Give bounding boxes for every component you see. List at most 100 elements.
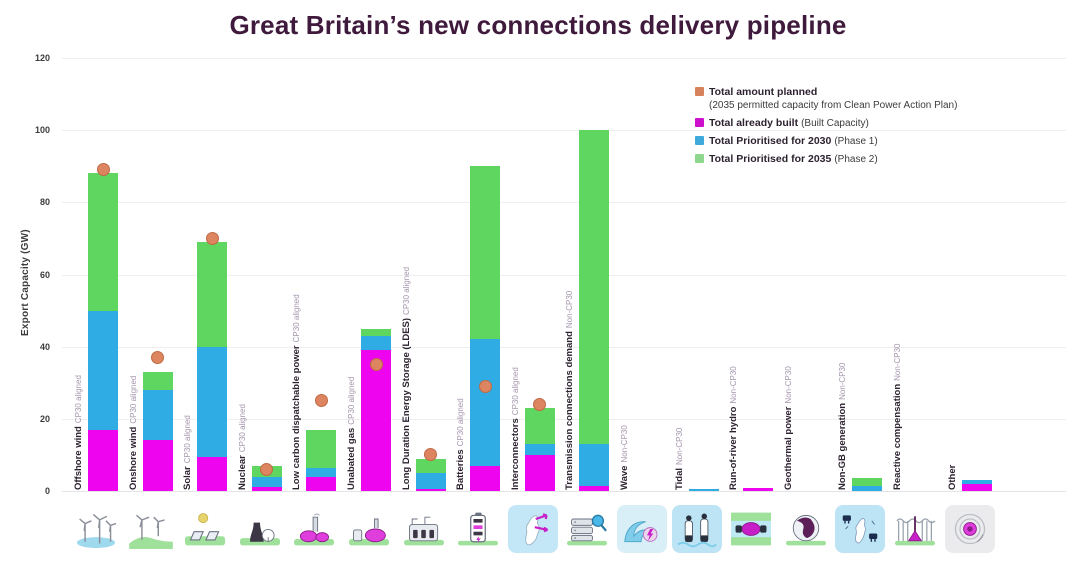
category-name: Offshore wind <box>73 426 84 490</box>
category-suffix: CP30 aligned <box>510 367 520 416</box>
category-suffix: CP30 aligned <box>347 376 356 425</box>
legend-sublabel: (Built Capacity) <box>801 118 869 129</box>
tidal-icon <box>671 505 722 553</box>
category-label: Tidal Non-CP30 <box>674 428 685 490</box>
category-name: Other <box>946 464 958 490</box>
bar-segment-prioritised-2030 <box>197 346 228 457</box>
bar-segment-prioritised-2030 <box>306 467 337 477</box>
bar-segment-built <box>579 485 610 491</box>
y-axis-label: Export Capacity (GW) <box>20 229 31 336</box>
gridline <box>62 274 1066 276</box>
y-tick-label: 60 <box>39 269 50 280</box>
category-name: Low carbon dispatchable power <box>291 345 303 490</box>
category-suffix: Non-CP30 <box>783 366 793 404</box>
bar-segment-prioritised-2035 <box>579 130 610 445</box>
bar-segment-prioritised-2030 <box>470 339 501 466</box>
bar-segment-prioritised-2035 <box>306 429 337 468</box>
category-name: Tidal <box>673 468 685 490</box>
planned-amount-dot <box>314 394 328 408</box>
nuclear-icon <box>234 505 285 553</box>
category-name: Nuclear <box>236 455 248 490</box>
category-name: Onshore wind <box>127 426 139 490</box>
legend-label: Total Prioritised for 2030 <box>709 135 832 147</box>
geothermal-icon <box>780 505 831 553</box>
y-tick-label: 100 <box>34 125 50 136</box>
legend-label: Total already built <box>709 117 799 129</box>
category-suffix: CP30 aligned <box>128 375 138 424</box>
bar-segment-built <box>142 440 173 491</box>
gridline <box>62 202 1066 204</box>
legend-item: Total Prioritised for 2035 (Phase 2) <box>695 151 1025 166</box>
bar-segment-built <box>197 456 228 491</box>
bar-segment-built <box>415 489 446 491</box>
y-tick-label: 40 <box>39 341 50 352</box>
bar-segment-built <box>88 429 118 491</box>
category-label: Nuclear CP30 aligned <box>237 404 248 490</box>
category-label: Interconnectors CP30 aligned <box>510 367 521 490</box>
planned-amount-dot <box>478 379 492 393</box>
category-suffix: Non-CP30 <box>838 362 848 400</box>
bar-segment-built <box>524 454 555 491</box>
category-label: Wave Non-CP30 <box>619 425 630 490</box>
onshore-wind-icon <box>125 505 176 553</box>
legend-item: Total amount planned (2035 permitted capa… <box>695 84 1025 112</box>
bar-segment-built <box>961 483 992 491</box>
bar-segment-prioritised-2035 <box>142 371 173 390</box>
bar-segment-prioritised-2035 <box>88 173 118 311</box>
gas-plant-icon <box>344 505 394 553</box>
category-label: Transmission connections demand Non-CP30 <box>564 291 575 490</box>
bar-segment-prioritised-2030 <box>415 472 446 490</box>
planned-amount-dot <box>96 163 110 177</box>
category-label: Low carbon dispatchable power CP30 aligne… <box>291 294 302 490</box>
gridline <box>62 491 1066 492</box>
bar-segment-built <box>251 487 282 491</box>
interconnectors-icon <box>507 505 558 553</box>
category-label: Batteries CP30 aligned <box>455 398 466 490</box>
solar-icon <box>180 505 231 553</box>
bar-segment-prioritised-2030 <box>688 489 719 491</box>
category-label: Reactive compensation Non-CP30 <box>892 344 903 490</box>
category-suffix: Non-CP30 <box>620 425 629 463</box>
category-suffix: CP30 aligned <box>74 375 83 424</box>
category-name: Solar <box>182 466 194 490</box>
planned-amount-dot <box>260 462 274 476</box>
bar-segment-built <box>743 488 774 491</box>
category-suffix: CP30 aligned <box>292 294 302 343</box>
legend-swatch <box>695 136 704 145</box>
category-suffix: Non-CP30 <box>893 343 902 381</box>
category-label: Other <box>947 465 958 490</box>
category-name: Batteries <box>455 449 467 490</box>
category-name: Unabated gas <box>346 427 357 490</box>
category-name: Non-GB generation <box>837 402 849 490</box>
legend-item: Total Prioritised for 2030 (Phase 1) <box>695 133 1025 148</box>
legend-swatch <box>695 154 704 163</box>
bar-segment-prioritised-2030 <box>361 335 391 351</box>
y-tick-label: 20 <box>39 413 50 424</box>
category-label: Offshore wind CP30 aligned <box>73 375 84 490</box>
gridline <box>62 418 1066 420</box>
bar-segment-prioritised-2030 <box>961 480 992 484</box>
battery-icon <box>453 505 504 553</box>
category-suffix: Non-CP30 <box>729 366 739 404</box>
legend-sublabel: (Phase 1) <box>834 136 878 147</box>
non-gb-generation-icon <box>835 505 886 553</box>
bar-segment-prioritised-2030 <box>852 485 883 491</box>
category-name: Reactive compensation <box>892 383 903 490</box>
bar-segment-prioritised-2035 <box>470 166 501 340</box>
transmission-demand-icon <box>562 505 613 553</box>
gridline <box>62 346 1066 348</box>
category-name: Interconnectors <box>509 418 521 490</box>
category-name: Transmission connections demand <box>564 331 576 490</box>
bar-segment-prioritised-2030 <box>524 444 555 455</box>
category-label: Onshore wind CP30 aligned <box>128 376 139 490</box>
category-suffix: Non-CP30 <box>565 290 575 329</box>
bar-segment-prioritised-2030 <box>142 389 173 441</box>
bar-segment-prioritised-2035 <box>197 242 228 347</box>
reactive-compensation-icon <box>890 505 940 553</box>
bar-segment-prioritised-2035 <box>415 458 446 473</box>
legend-sublabel: (2035 permitted capacity from Clean Powe… <box>709 100 958 111</box>
legend-swatch <box>695 118 704 127</box>
bar-segment-prioritised-2035 <box>852 478 883 486</box>
category-name: Geothermal power <box>782 406 794 490</box>
y-tick-label: 0 <box>44 486 50 496</box>
